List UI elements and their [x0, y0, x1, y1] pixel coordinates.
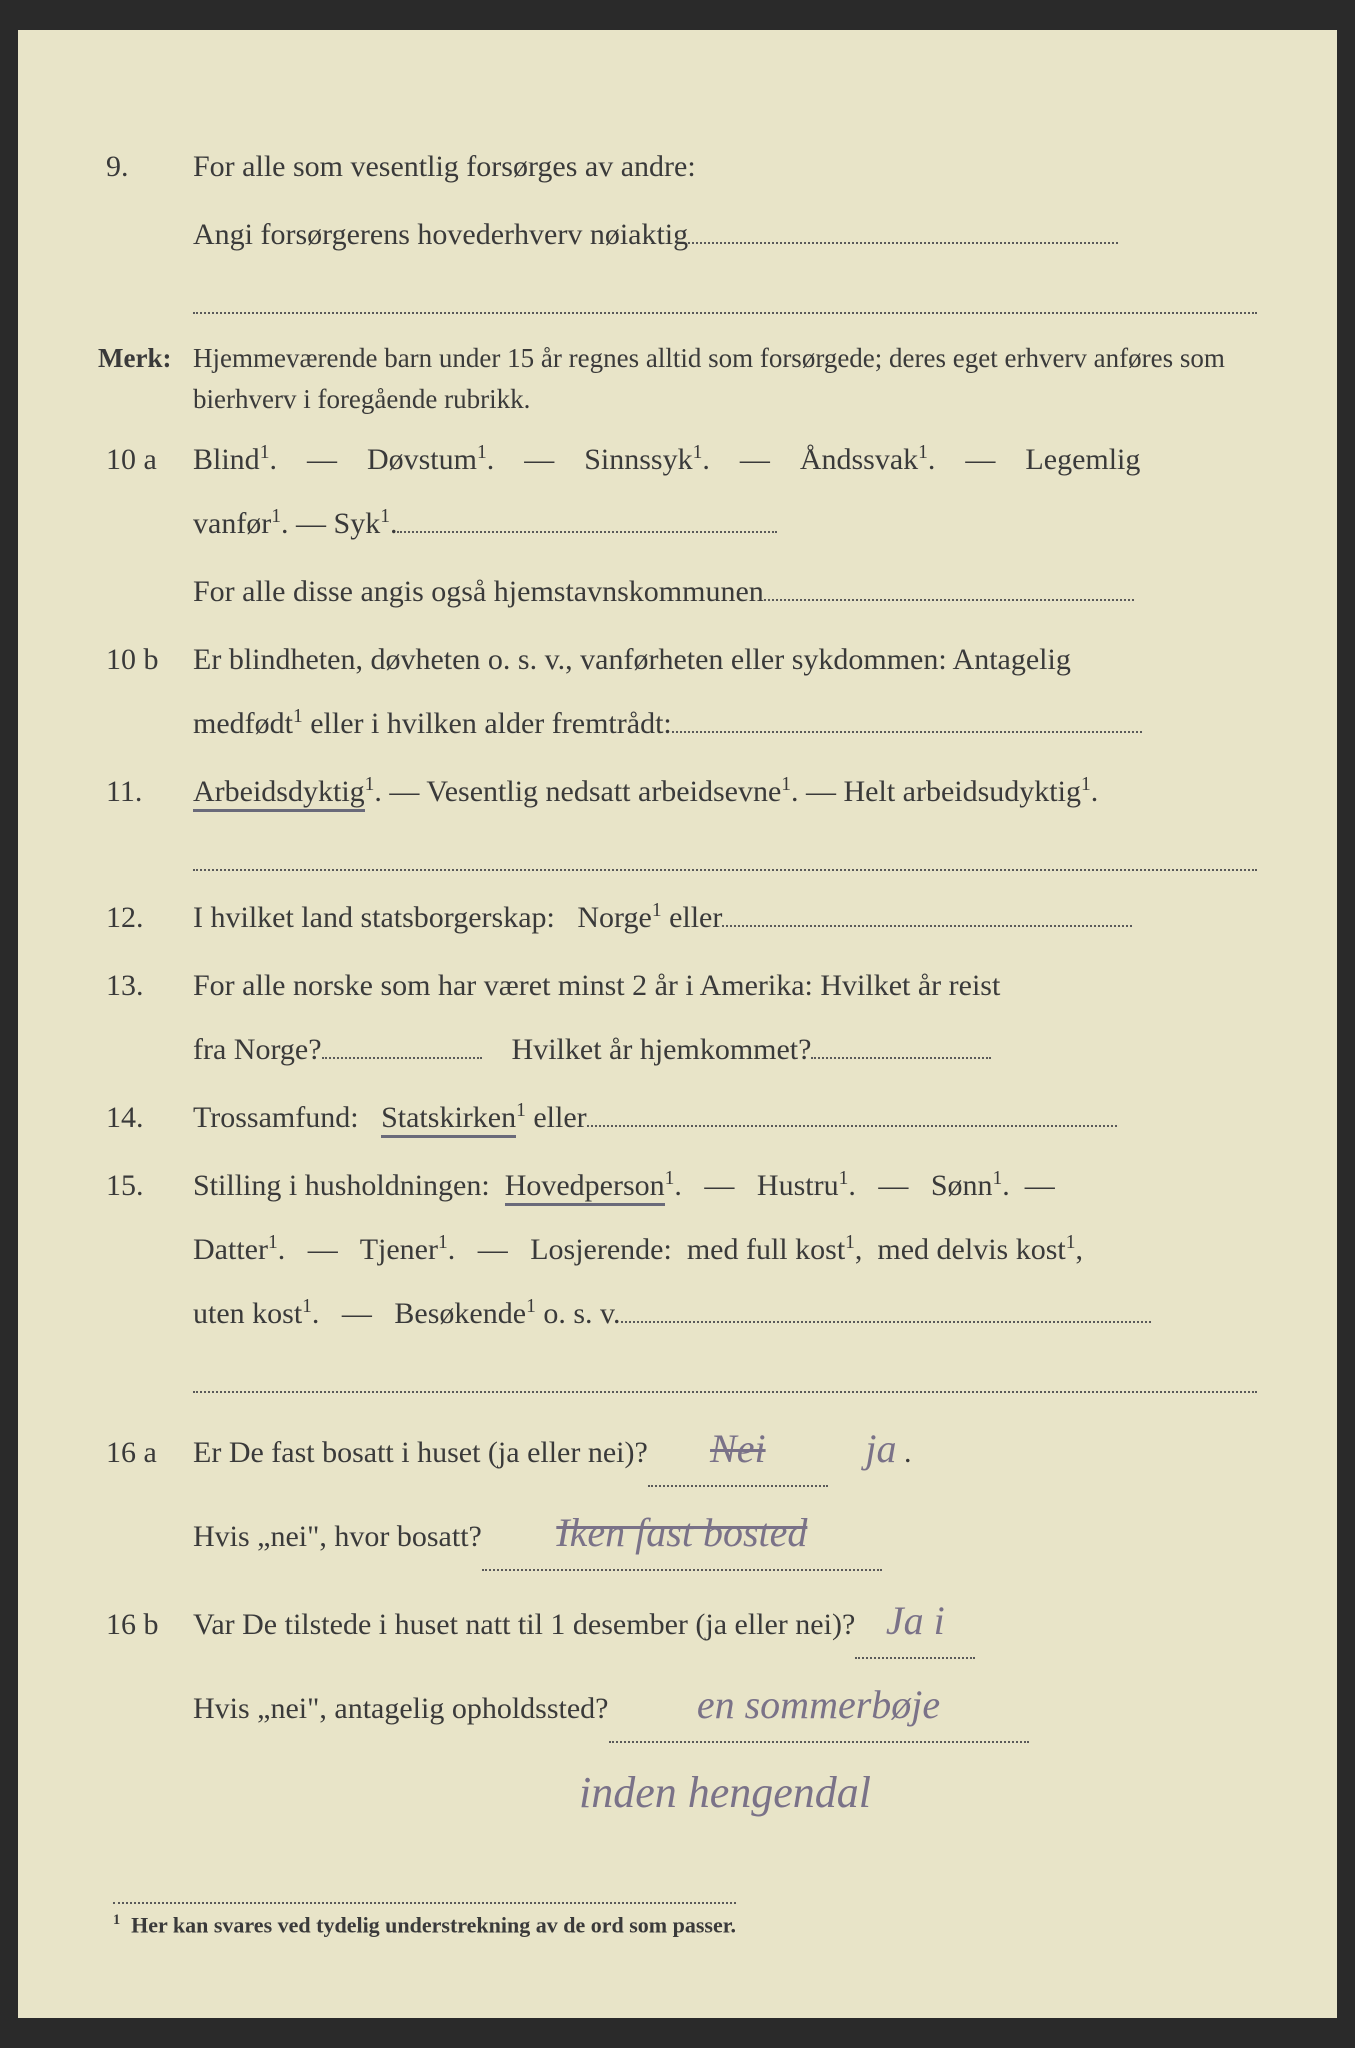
- q9-number: 9.: [98, 140, 193, 194]
- q16a-answer2-blank[interactable]: Iken fast bosted: [482, 1497, 882, 1571]
- q10b-row2: medfødt1 eller i hvilken alder fremtrådt…: [98, 697, 1257, 751]
- q11-blank-line[interactable]: [193, 833, 1257, 871]
- q16a-number: 16 a: [98, 1426, 193, 1480]
- q16a-row2: Hvis „nei", hvor bosatt?Iken fast bosted: [98, 1497, 1257, 1571]
- q10b-line1: Er blindheten, døvheten o. s. v., vanfør…: [193, 633, 1257, 687]
- merk-label: Merk:: [98, 334, 193, 383]
- q15-row1: 15. Stilling i husholdningen: Hovedperso…: [98, 1159, 1257, 1213]
- q11-selected[interactable]: Arbeidsdyktig: [193, 775, 365, 812]
- q10a-row1: 10 a Blind1. — Døvstum1. — Sinnssyk1. — …: [98, 433, 1257, 487]
- q16a-answer2: Iken fast bosted: [556, 1510, 807, 1555]
- q13-number: 13.: [98, 959, 193, 1013]
- q10b-row1: 10 b Er blindheten, døvheten o. s. v., v…: [98, 633, 1257, 687]
- q15-blank-line[interactable]: [193, 1355, 1257, 1393]
- q16a-answer1: ja: [865, 1426, 896, 1471]
- q15-row3: uten kost1. — Besøkende1 o. s. v.: [98, 1287, 1257, 1341]
- q16b-answer1-blank[interactable]: Ja i: [855, 1585, 975, 1659]
- q13-row2: fra Norge? Hvilket år hjemkommet?: [98, 1023, 1257, 1077]
- q10a-number: 10 a: [98, 433, 193, 487]
- q11-number: 11.: [98, 765, 193, 819]
- q12-row: 12. I hvilket land statsborgerskap: Norg…: [98, 891, 1257, 945]
- q16b-number: 16 b: [98, 1598, 193, 1652]
- q13-line1: For alle norske som har været minst 2 år…: [193, 959, 1257, 1013]
- q16b-answer2a: en sommerbøje: [697, 1682, 940, 1727]
- q9-row2: Angi forsørgerens hovederhverv nøiaktig: [98, 208, 1257, 262]
- q13-row1: 13. For alle norske som har været minst …: [98, 959, 1257, 1013]
- q10a-blank[interactable]: [397, 531, 777, 533]
- footnote: 1 Her kan svares ved tydelig understrekn…: [113, 1902, 736, 1938]
- q9-blank-line[interactable]: [193, 276, 1257, 314]
- q9-row1: 9. For alle som vesentlig forsørges av a…: [98, 140, 1257, 194]
- q14-blank[interactable]: [587, 1125, 1117, 1127]
- q16b-row2: Hvis „nei", antagelig opholdssted?en som…: [98, 1669, 1257, 1743]
- q10a-options: Blind1. — Døvstum1. — Sinnssyk1. — Åndss…: [193, 433, 1257, 487]
- q14-number: 14.: [98, 1091, 193, 1145]
- q16a-row1: 16 a Er De fast bosatt i huset (ja eller…: [98, 1413, 1257, 1487]
- q9-blank[interactable]: [688, 242, 1118, 244]
- q11-options: Arbeidsdyktig1. — Vesentlig nedsatt arbe…: [193, 765, 1257, 819]
- q11-row: 11. Arbeidsdyktig1. — Vesentlig nedsatt …: [98, 765, 1257, 819]
- q14-row: 14. Trossamfund: Statskirken1 eller: [98, 1091, 1257, 1145]
- q10b-blank[interactable]: [672, 731, 1142, 733]
- q16a-answer1-blank[interactable]: Nei: [648, 1413, 828, 1487]
- q10a-blank2[interactable]: [764, 599, 1134, 601]
- q13-blank1[interactable]: [322, 1057, 482, 1059]
- merk-text: Hjemmeværende barn under 15 år regnes al…: [193, 338, 1257, 419]
- q15-blank[interactable]: [621, 1321, 1151, 1323]
- q16a-struck: Nei: [710, 1426, 766, 1471]
- q10a-row3: For alle disse angis også hjemstavnskomm…: [98, 565, 1257, 619]
- q9-line1: For alle som vesentlig forsørges av andr…: [193, 140, 1257, 194]
- q16b-answer2-blank[interactable]: en sommerbøje: [609, 1669, 1029, 1743]
- q9-line2: Angi forsørgerens hovederhverv nøiaktig: [193, 208, 1257, 262]
- q12-blank[interactable]: [722, 925, 1132, 927]
- census-form-page: 9. For alle som vesentlig forsørges av a…: [18, 30, 1337, 2018]
- q16b-answer2b: inden hengendal: [579, 1768, 871, 1817]
- q12-number: 12.: [98, 891, 193, 945]
- merk-row: Merk: Hjemmeværende barn under 15 år reg…: [98, 334, 1257, 419]
- q16b-row1: 16 b Var De tilstede i huset natt til 1 …: [98, 1585, 1257, 1659]
- q13-blank2[interactable]: [811, 1057, 991, 1059]
- q14-selected[interactable]: Statskirken: [381, 1101, 516, 1138]
- q10b-number: 10 b: [98, 633, 193, 687]
- q10a-row2: vanfør1. — Syk1.: [98, 497, 1257, 551]
- q15-number: 15.: [98, 1159, 193, 1213]
- q16b-row3: inden hengendal: [98, 1753, 1257, 1832]
- q15-row2: Datter1. — Tjener1. — Losjerende: med fu…: [98, 1223, 1257, 1277]
- q15-selected[interactable]: Hovedperson: [505, 1169, 665, 1206]
- q16b-answer1: Ja i: [886, 1598, 945, 1643]
